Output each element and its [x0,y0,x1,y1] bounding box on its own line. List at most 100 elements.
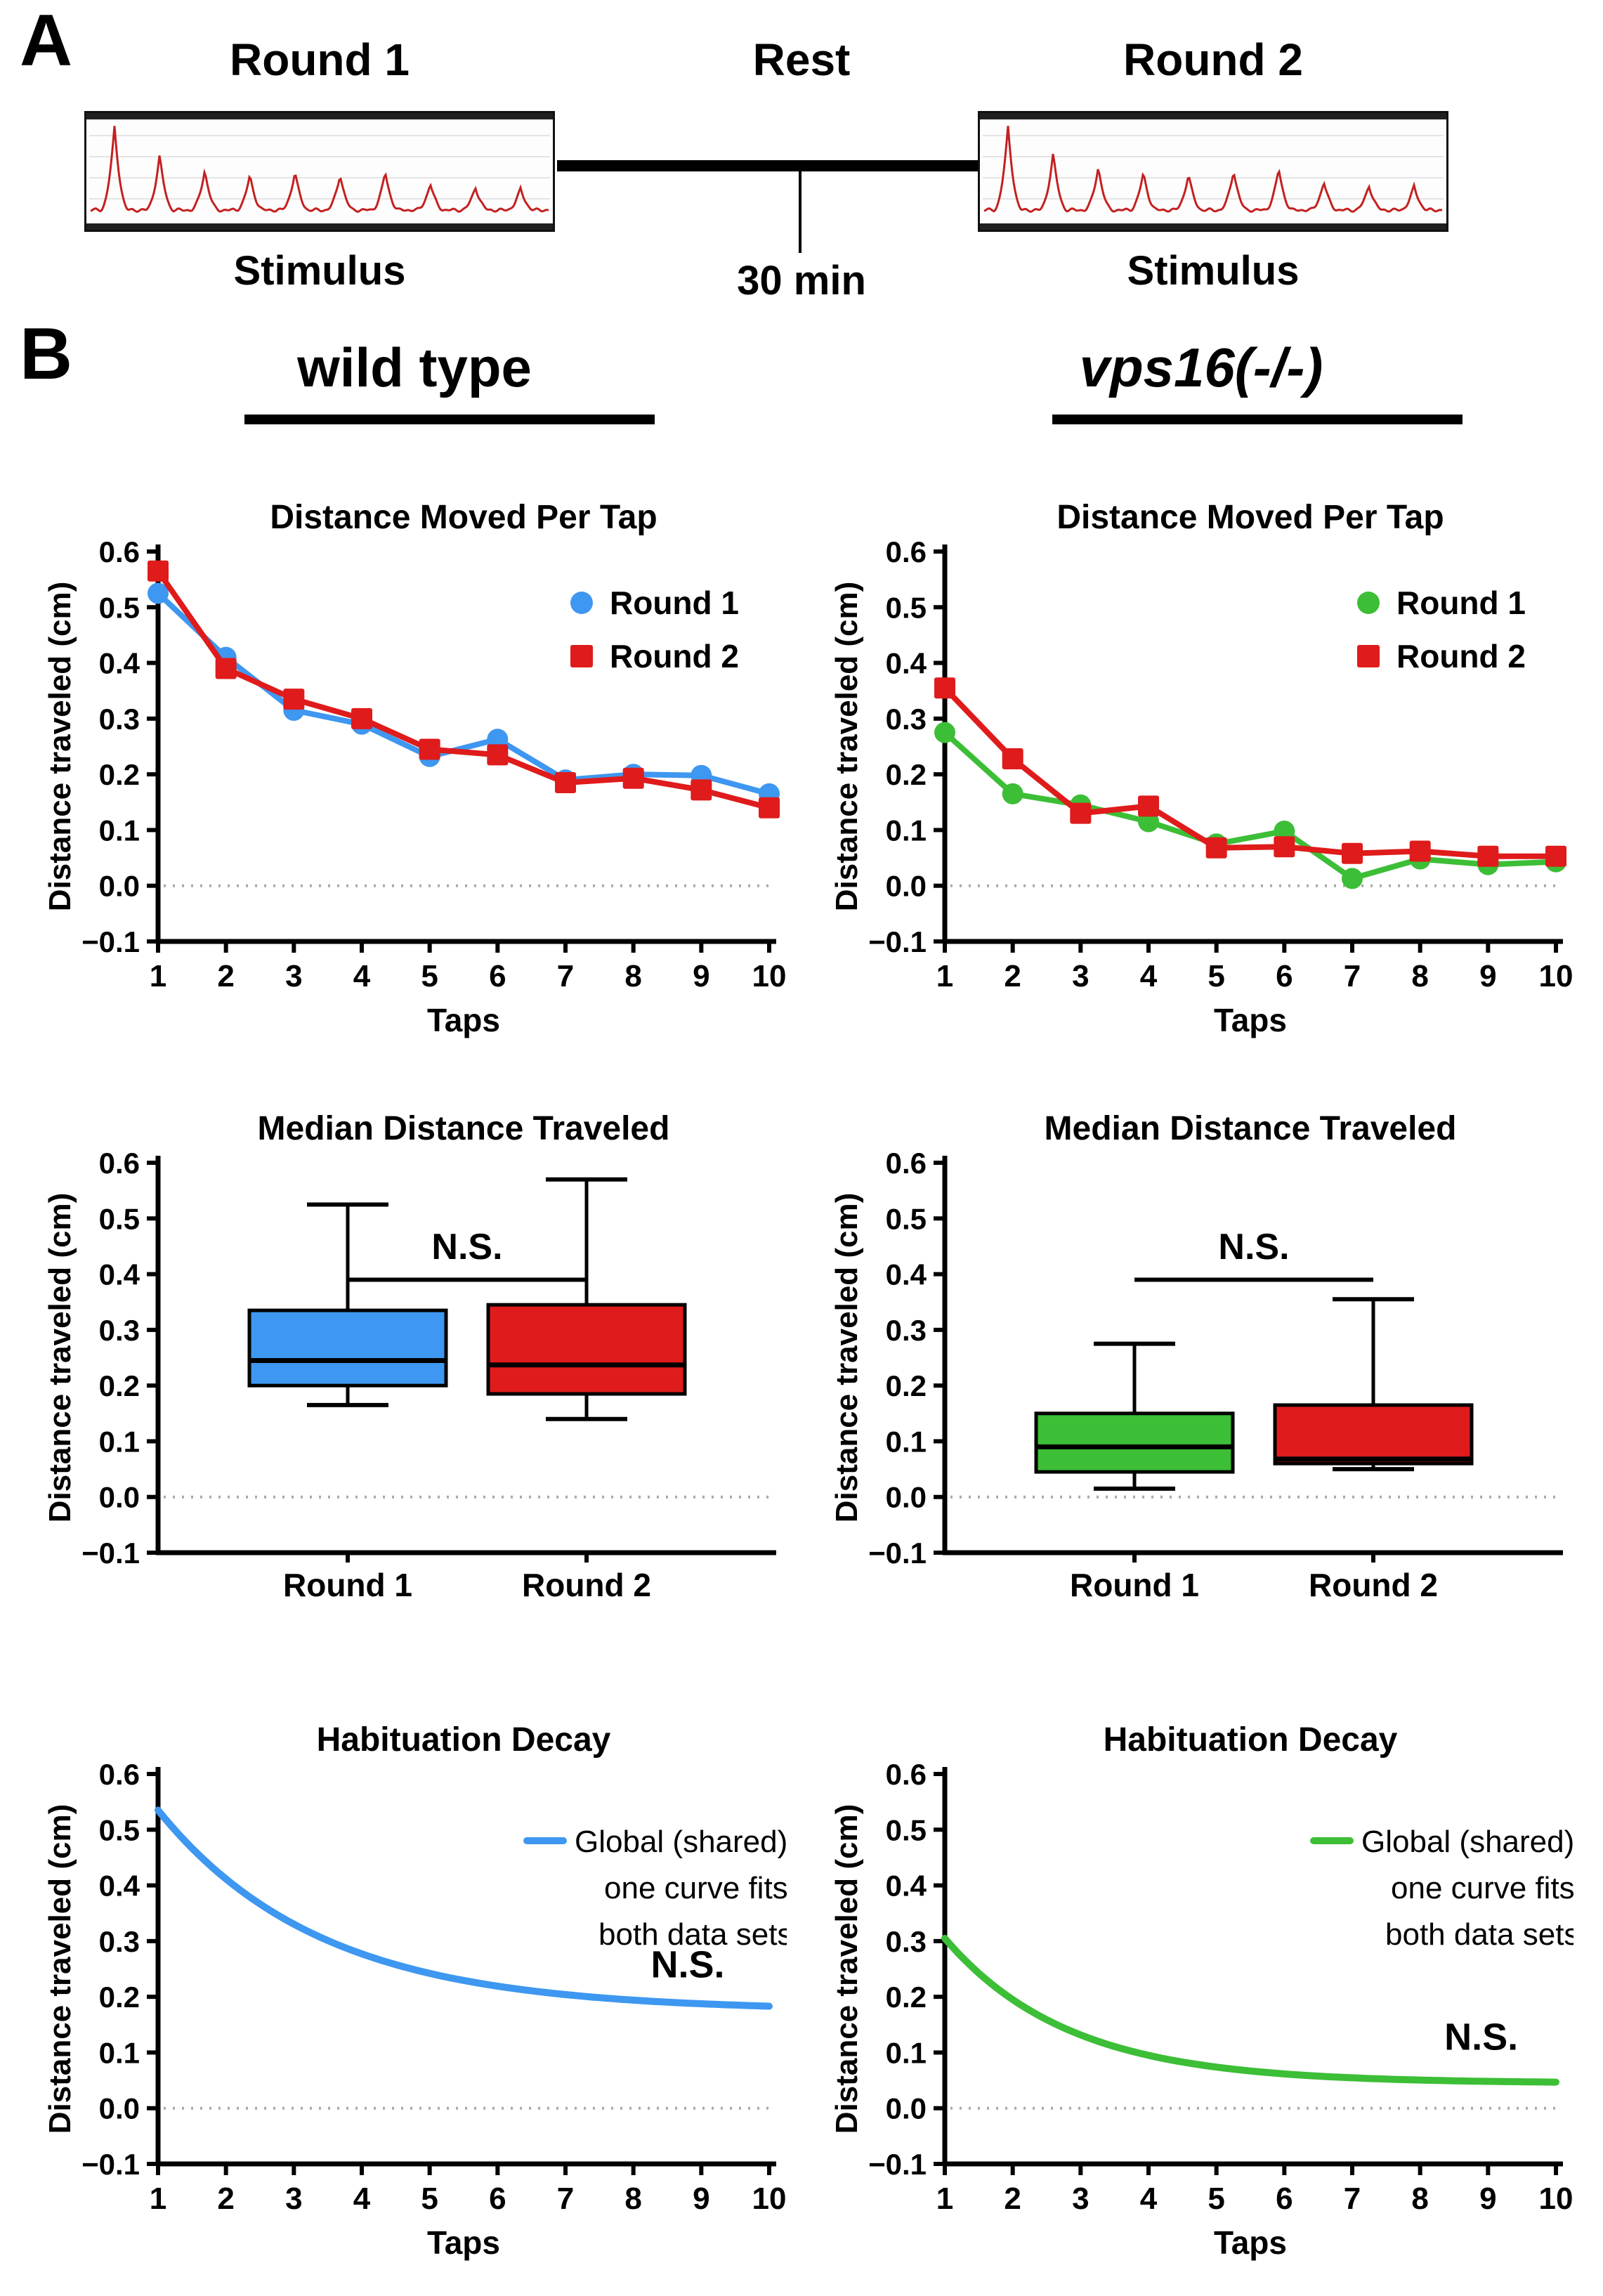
round1-activity-trace [84,111,555,232]
x-tick-label: 10 [752,2181,787,2216]
chart-vps16-habituation-decay: Habituation Decay Distance traveled (cm) 0… [830,1721,1573,2261]
y-tick-label: 0.4 [99,1258,140,1291]
data-point [1274,836,1295,858]
y-tick-label: 0.6 [99,1758,140,1791]
y-axis-label: Distance traveled (cm) [830,582,864,912]
y-tick-label: 0.4 [886,1258,927,1291]
chart-vps16-distance-per-tap: Distance Moved Per Tap Distance traveled … [830,499,1573,1038]
y-tick-label: 0.1 [886,814,927,847]
y-tick-label: 0.2 [886,758,927,791]
data-point [934,722,955,743]
data-point [148,560,169,582]
y-tick-label: 0.1 [886,1425,927,1458]
rest-header: Rest [752,34,851,85]
x-axis-label: Taps [1214,1002,1287,1038]
legend-note-2: both data sets [1385,1917,1573,1952]
chart-title: Distance Moved Per Tap [1056,499,1444,536]
decay-fit-curve [941,1934,1559,2086]
x-tick-label: 10 [752,959,787,993]
x-tick-label: 5 [421,2181,438,2216]
x-tick-label: 5 [421,959,438,993]
x-axis-label: Taps [427,2224,500,2261]
ns-annotation: N.S. [650,1943,724,1985]
legend-label: Round 1 [1396,585,1526,621]
rest-duration-label: 30 min [737,258,866,304]
box-round-2 [1273,1297,1474,1472]
round2-activity-trace [978,111,1448,232]
data-point [283,689,305,710]
data-point [555,772,576,794]
series-round-2 [148,560,780,818]
legend-note-1: one curve fits [1391,1871,1573,1905]
y-tick-label: 0.5 [99,1813,140,1846]
stimulus-label-right: Stimulus [1127,248,1300,294]
data-point [1409,840,1431,862]
ns-annotation: N.S. [431,1227,502,1267]
box-round-1 [1034,1341,1235,1491]
chart-frame: Median Distance Traveled Distance travele… [43,1110,776,1570]
round2-trace-plot [980,113,1446,230]
x-tick-label: 10 [1539,2181,1573,2216]
y-tick-label: 0.0 [99,2092,140,2125]
x-tick-label: 9 [693,959,709,993]
data-point [570,592,593,614]
y-tick-label: 0.2 [99,1369,140,1402]
chart-title: Median Distance Traveled [258,1110,670,1147]
y-tick-label: 0.2 [886,1369,927,1402]
x-tick-label: 1 [936,2181,953,2216]
legend-note-2: both data sets [598,1917,787,1952]
x-tick-label: 4 [1140,2181,1158,2216]
data-point [1357,592,1380,614]
y-tick-label: 0.5 [99,1202,140,1235]
y-tick-label: −0.1 [868,1537,927,1570]
x-tick-label: 1 [936,959,953,993]
y-tick-label: 0.3 [886,1925,927,1958]
round2-header: Round 2 [1123,34,1303,85]
x-axis-label: Taps [427,1002,500,1038]
rest-interval-line [557,160,978,171]
data-point [1205,837,1227,859]
legend-label: Global (shared) [575,1825,787,1859]
x-category-label: Round 1 [1070,1567,1199,1603]
x-tick-label: 1 [150,959,166,993]
data-point [419,738,440,760]
series-round-2 [934,677,1566,867]
x-tick-label: 6 [489,2181,506,2216]
chart-title: Habituation Decay [1104,1721,1398,1759]
legend: Global (shared) one curve fits both data s… [523,1825,787,1952]
x-tick-label: 9 [1479,959,1496,993]
data-point [570,645,593,667]
data-point [934,677,955,699]
data-point [1477,845,1499,867]
data-point [1138,795,1159,817]
y-tick-label: 0.3 [99,1314,140,1347]
data-point [487,744,509,766]
legend-label: Round 2 [1396,638,1526,674]
x-tick-label: 8 [1411,2181,1428,2216]
ns-annotation: N.S. [1218,1227,1289,1267]
chart-frame: Median Distance Traveled Distance travele… [830,1110,1563,1570]
y-tick-label: −0.1 [81,925,140,958]
legend-label: Round 1 [610,585,739,621]
y-tick-label: −0.1 [81,2148,140,2181]
panel-b-label: B [20,313,73,395]
chart-wt-median-distance: Median Distance Traveled Distance travele… [43,1110,776,1603]
data-point [148,582,169,604]
legend-label: Global (shared) [1361,1825,1573,1859]
x-category-label: Round 2 [522,1567,651,1603]
legend: Round 1 Round 2 [1357,585,1526,674]
x-tick-label: 2 [217,2181,234,2216]
y-tick-label: 0.4 [886,1870,927,1903]
y-axis-label: Distance traveled (cm) [43,1193,77,1523]
x-tick-label: 6 [1276,2181,1293,2216]
legend-note-1: one curve fits [604,1871,787,1905]
x-tick-label: 3 [1072,959,1089,993]
activity-trace-line [983,126,1443,213]
y-tick-label: 0.1 [99,1425,140,1458]
x-tick-label: 5 [1208,2181,1224,2216]
y-tick-label: 0.3 [99,703,140,736]
x-tick-label: 8 [624,959,641,993]
legend-label: Round 2 [610,638,739,674]
box-round-1 [247,1202,448,1407]
